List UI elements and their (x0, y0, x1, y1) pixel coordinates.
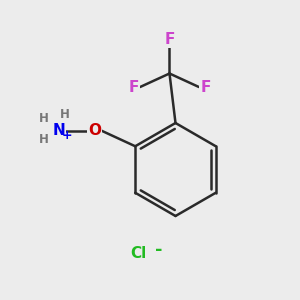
Text: -: - (155, 241, 163, 259)
Text: O: O (88, 123, 101, 138)
Text: H: H (60, 108, 69, 122)
Text: F: F (128, 80, 139, 94)
Text: N: N (52, 123, 65, 138)
Text: F: F (164, 32, 175, 46)
Text: H: H (39, 112, 48, 125)
Text: +: + (61, 129, 72, 142)
Text: Cl: Cl (130, 246, 146, 261)
Text: H: H (39, 133, 49, 146)
Text: F: F (200, 80, 211, 94)
